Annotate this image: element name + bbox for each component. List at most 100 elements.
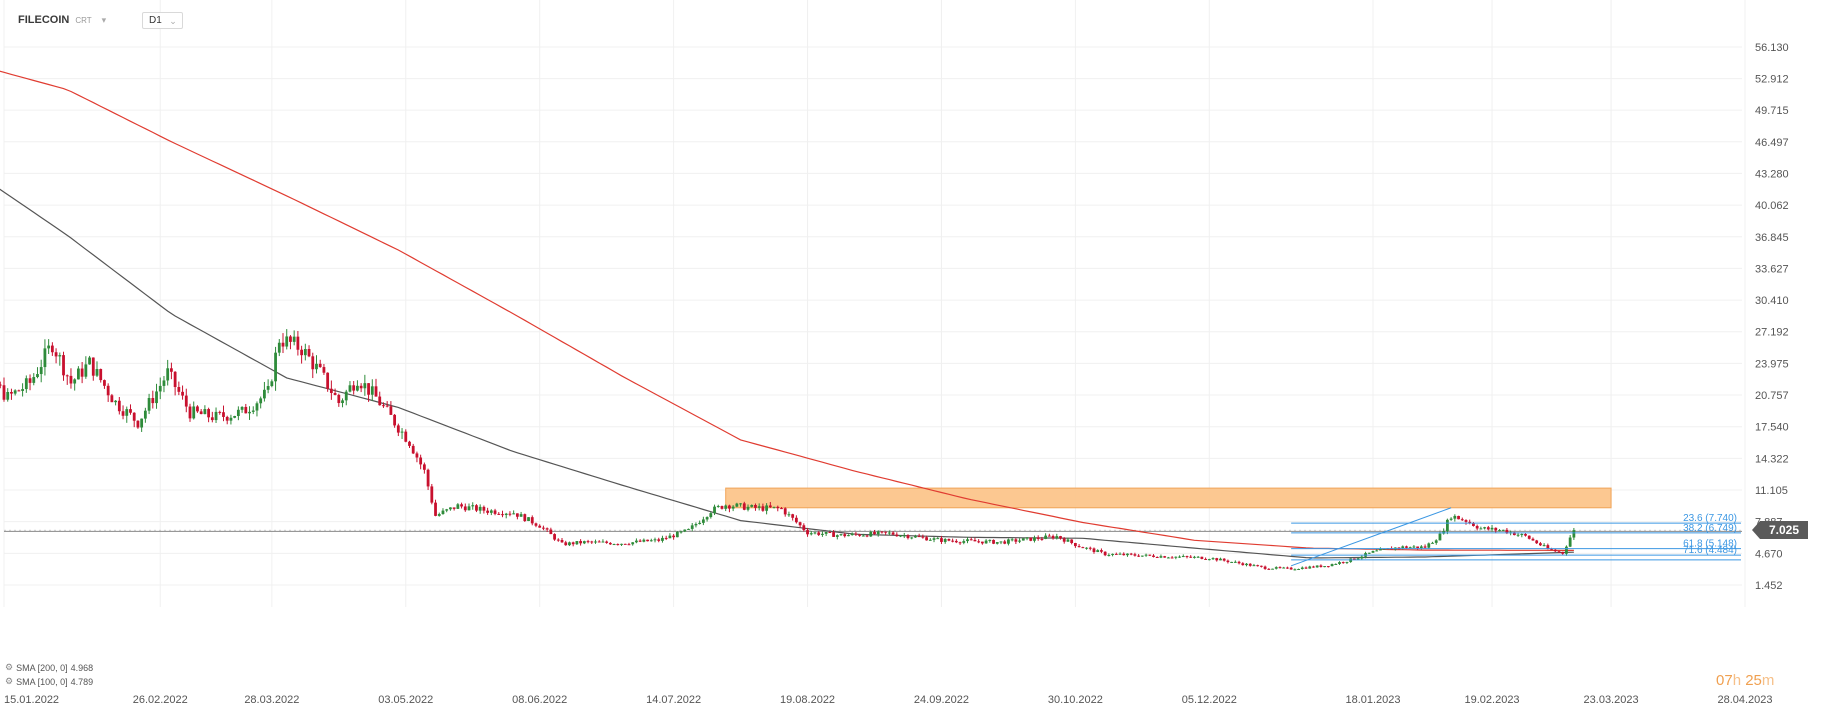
candle (1088, 546, 1092, 551)
candle (1122, 552, 1126, 556)
candle (54, 348, 58, 364)
legend-sma200[interactable]: ⚙ SMA [200, 0] 4.968 (5, 662, 93, 673)
candle (188, 403, 192, 422)
candle-body (311, 356, 315, 370)
candle (475, 504, 478, 513)
candle-body (1360, 556, 1364, 559)
candle (1312, 565, 1315, 568)
chevron-down-icon[interactable]: ▾ (101, 14, 107, 25)
candle-body (843, 534, 847, 537)
candle-body (910, 537, 914, 539)
candle (705, 516, 709, 522)
candle (768, 502, 772, 508)
y-tick-label: 49.715 (1755, 105, 1789, 117)
candle-body (1107, 554, 1111, 556)
candle (1047, 533, 1051, 537)
candle (13, 389, 17, 396)
candle-body (527, 517, 530, 521)
x-tick-label: 05.12.2022 (1182, 694, 1237, 706)
candle-body (1445, 519, 1449, 532)
candle (415, 451, 419, 463)
candle (1282, 566, 1286, 569)
candle-body (601, 541, 605, 543)
candle-body (1490, 527, 1494, 530)
candle (1096, 549, 1100, 553)
candle-body (605, 541, 609, 543)
candle (129, 404, 132, 415)
candle (1077, 544, 1081, 548)
candle-body (292, 336, 296, 342)
candle (597, 540, 601, 543)
candle (1114, 552, 1118, 555)
candle-body (210, 417, 214, 421)
candle (65, 374, 69, 385)
candle-body (765, 505, 769, 511)
candle (348, 381, 352, 393)
y-tick-label: 4.670 (1755, 548, 1783, 560)
candle-body (13, 390, 17, 394)
candle (114, 400, 118, 406)
candle-body (1457, 515, 1460, 520)
legend-sma100[interactable]: ⚙ SMA [100, 0] 4.789 (5, 676, 93, 687)
timeframe-select[interactable]: D1 ⌄ (142, 12, 183, 29)
candle (1367, 552, 1371, 555)
candle (832, 530, 835, 537)
candle (739, 503, 742, 507)
gear-icon[interactable]: ⚙ (5, 662, 14, 672)
candle-body (114, 400, 118, 403)
y-tick-label: 1.452 (1755, 580, 1783, 592)
candle (136, 420, 140, 429)
candle-body (1438, 533, 1442, 541)
candle-body (1033, 537, 1036, 541)
candle (1107, 553, 1111, 557)
candle (121, 405, 125, 420)
candle (162, 376, 166, 393)
candle-body (1148, 554, 1152, 556)
candle-body (1453, 515, 1457, 519)
candle-body (1565, 546, 1568, 554)
gear-icon[interactable]: ⚙ (5, 676, 14, 686)
candle-body (512, 513, 516, 515)
candle-body (497, 513, 501, 515)
candle-body (1222, 558, 1226, 561)
candle-body (880, 531, 884, 533)
candle-body (77, 368, 80, 380)
candle (1405, 545, 1408, 549)
candle (1256, 564, 1260, 567)
candle-body (478, 506, 482, 511)
candle (84, 356, 88, 379)
candle-body (348, 385, 352, 392)
resistance-zone (725, 487, 1612, 509)
candle (225, 415, 229, 425)
candle-body (742, 503, 746, 510)
candle-body (460, 504, 463, 507)
candle-body (754, 505, 757, 508)
candle-body (188, 406, 192, 419)
instrument-selector[interactable]: FILECOIN CRT ▾ (18, 14, 106, 26)
fib-level-label: 71.6 (4.484) (1683, 545, 1737, 556)
candle (1178, 555, 1181, 558)
candle (1289, 566, 1293, 570)
candle-body (359, 385, 363, 389)
symbol-name[interactable]: FILECOIN (18, 14, 70, 26)
candle-body (1259, 565, 1263, 567)
candle (281, 333, 285, 354)
candle-body (854, 533, 858, 535)
candle-body (196, 406, 199, 412)
candle (519, 511, 523, 517)
candle (326, 372, 330, 392)
candle-body (1181, 556, 1185, 558)
candle (1033, 535, 1036, 543)
candle (441, 508, 445, 515)
candle-body (530, 517, 534, 524)
sma100-line (0, 188, 1574, 559)
candle-body (858, 534, 862, 536)
candle-body (1096, 550, 1100, 553)
grid (3, 0, 1746, 607)
candle-body (39, 367, 43, 375)
candle (1483, 526, 1486, 530)
y-tick-label: 17.540 (1755, 422, 1789, 434)
candle (1207, 558, 1211, 561)
candle (780, 507, 783, 510)
